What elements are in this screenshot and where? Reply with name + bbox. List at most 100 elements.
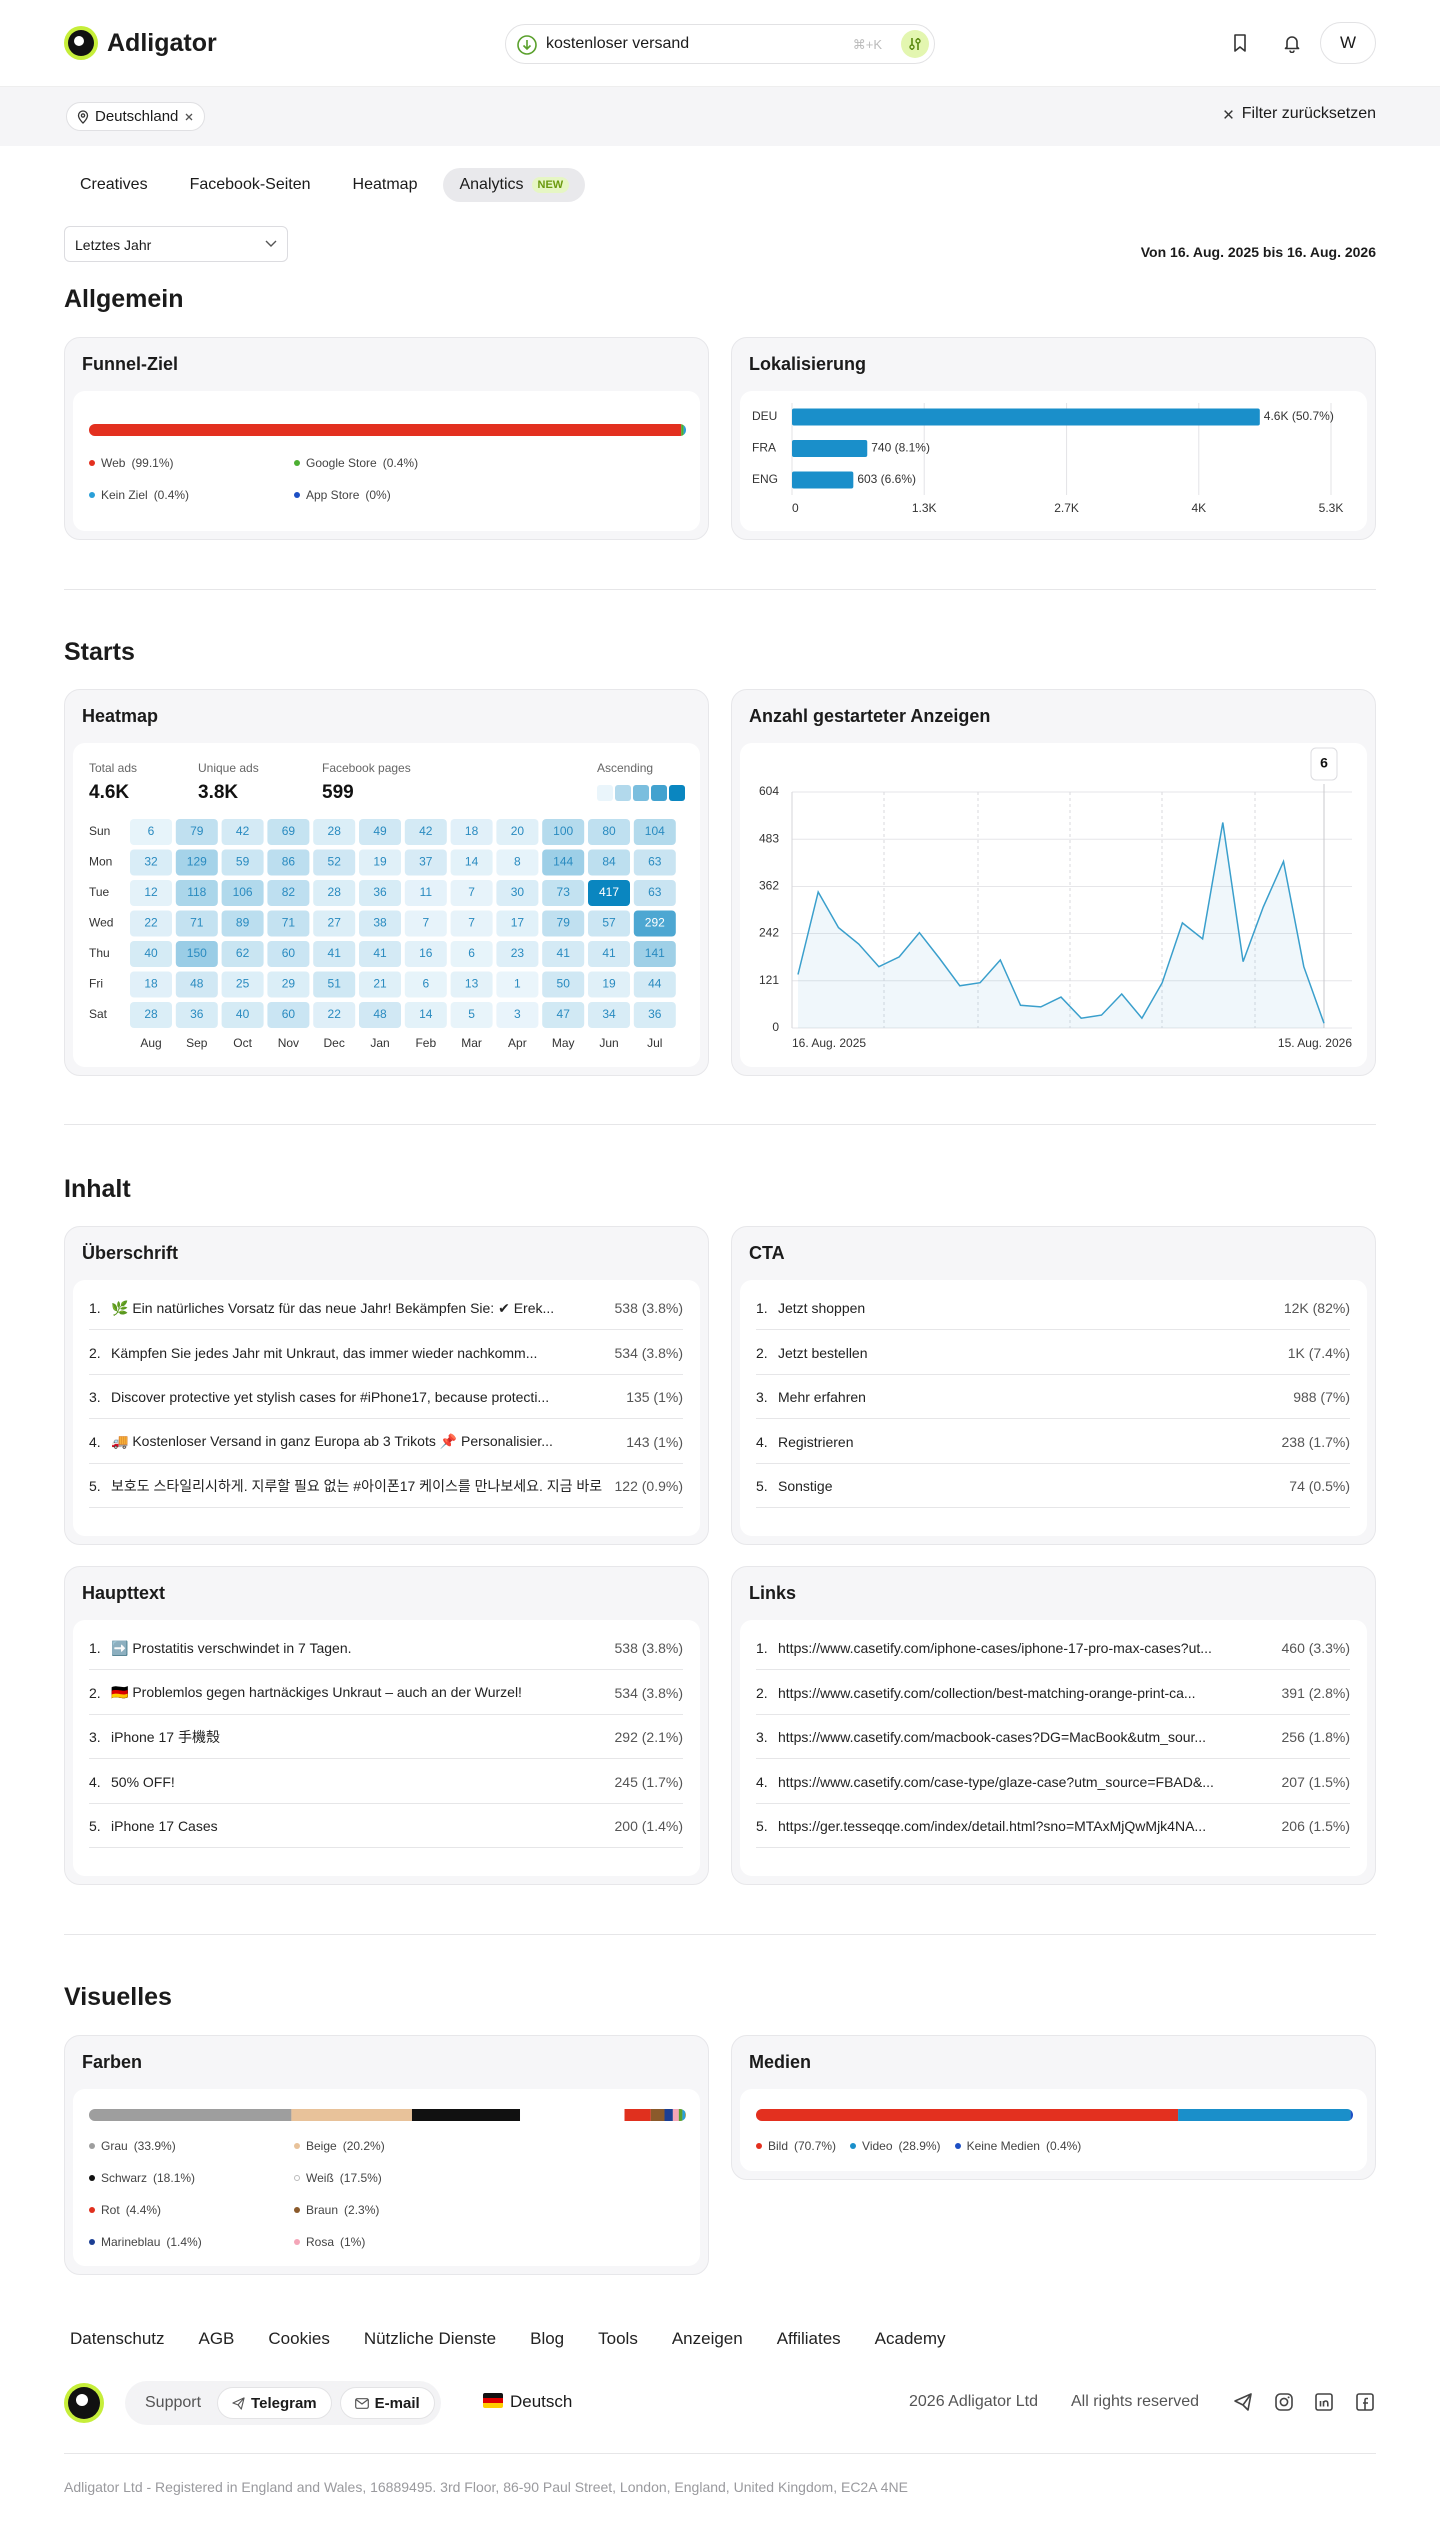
cell-label: 1: [514, 977, 521, 991]
cell-label: 19: [373, 855, 387, 869]
footer-link[interactable]: Datenschutz: [70, 2329, 165, 2348]
list-text: https://www.casetify.com/collection/best…: [778, 1684, 1196, 1701]
heatmap-cell: [313, 941, 356, 967]
cell-label: 17: [511, 916, 525, 930]
list-separator: [756, 1713, 1350, 1715]
list-text: https://www.casetify.com/iphone-cases/ip…: [778, 1640, 1212, 1656]
y-tick-label: 362: [759, 879, 779, 893]
bell-icon[interactable]: [1282, 33, 1302, 53]
legend-item: Grau (33.9%): [89, 2138, 294, 2154]
bookmark-icon[interactable]: [1230, 33, 1250, 53]
email-icon: [354, 2397, 369, 2409]
stat-label: Unique ads: [198, 761, 259, 775]
cell-label: 79: [557, 916, 571, 930]
legend-dot: [89, 460, 95, 466]
footer-link[interactable]: Tools: [598, 2329, 638, 2348]
card-title: Überschrift: [82, 1243, 179, 1263]
divider: [64, 589, 1376, 590]
avatar[interactable]: W: [1320, 22, 1376, 64]
heatmap-cell: [542, 819, 585, 845]
footer-link[interactable]: Blog: [530, 2329, 565, 2348]
footer-link[interactable]: AGB: [198, 2329, 235, 2348]
x-tick-label: 4K: [1191, 501, 1206, 515]
section-title: Visuelles: [64, 1983, 172, 2011]
list-separator: [89, 1373, 683, 1375]
list-row: 4. 🚚 Kostenloser Versand in ganz Europa a…: [89, 1431, 683, 1453]
instagram-icon[interactable]: [1274, 2392, 1294, 2412]
list-text: 🌿 Ein natürliches Vorsatz für das neue J…: [111, 1299, 555, 1316]
heatmap-cell: [588, 910, 630, 937]
legend-value: (17.5%): [339, 2171, 382, 2185]
legend-name: Braun: [306, 2203, 339, 2217]
y-tick-label: 0: [772, 1020, 779, 1034]
list-separator: [89, 1802, 683, 1804]
footer-link[interactable]: Nützliche Dienste: [363, 2329, 497, 2348]
list-row: 5. https://ger.tesseqqe.com/index/detail.…: [756, 1815, 1350, 1837]
heatmap-cell: [450, 849, 493, 876]
telegram-button[interactable]: Telegram: [217, 2387, 332, 2419]
reset-filters[interactable]: Filter zurücksetzen: [1223, 105, 1376, 123]
list-row: 3. Mehr erfahren 988 (7%): [756, 1386, 1350, 1408]
list-count: 12K (82%): [1283, 1300, 1350, 1316]
footer-link[interactable]: Affiliates: [776, 2329, 841, 2348]
search-icon: [517, 35, 537, 55]
legend-name: Google Store: [306, 456, 377, 470]
list-text: 🚚 Kostenloser Versand in ganz Europa ab …: [111, 1433, 553, 1449]
list-count: 538 (3.8%): [614, 1640, 683, 1656]
row-label: Thu: [89, 946, 110, 960]
tab[interactable]: Facebook-Seiten: [189, 176, 311, 193]
logo-text[interactable]: Adligator: [107, 29, 217, 57]
logo-icon[interactable]: [64, 26, 98, 60]
legend-label: Ascending: [597, 761, 653, 775]
list-separator: [89, 1462, 683, 1464]
column-label: Feb: [415, 1036, 436, 1050]
list-count: 245 (1.7%): [614, 1773, 683, 1790]
cell-label: 30: [511, 885, 525, 899]
bar-segment: [624, 2109, 651, 2121]
list-count: 143 (1%): [626, 1433, 683, 1450]
search-box[interactable]: kostenloser versand ⌘+K: [505, 24, 935, 64]
heatmap-cell: [542, 910, 585, 937]
heatmap-cell: [221, 941, 264, 967]
heatmap-cell: [313, 971, 356, 998]
country-chip[interactable]: Deutschland: [66, 102, 206, 131]
legend-dot: [89, 2143, 95, 2149]
heatmap-cell: [130, 849, 172, 876]
legend-item: App Store (0%): [294, 487, 499, 503]
tab[interactable]: Creatives: [80, 176, 148, 193]
footer-link[interactable]: Anzeigen: [671, 2329, 743, 2348]
filter-button[interactable]: [901, 30, 929, 58]
tab[interactable]: Heatmap: [352, 176, 418, 193]
footer-link[interactable]: Cookies: [268, 2329, 330, 2348]
telegram-social-icon[interactable]: [1233, 2392, 1253, 2412]
row-label: Mon: [89, 855, 112, 869]
list-count: 460 (3.3%): [1281, 1640, 1350, 1656]
heatmap-cell: [588, 849, 630, 876]
email-button[interactable]: E-mail: [339, 2387, 435, 2419]
list-count: 292 (2.1%): [614, 1729, 683, 1745]
period-select[interactable]: Letztes Jahr: [64, 226, 288, 262]
heatmap-cell: [588, 971, 630, 998]
cell-label: 8: [514, 855, 521, 869]
heatmap-cell: [404, 910, 447, 937]
list-separator: [756, 1758, 1350, 1759]
chip-remove[interactable]: [184, 112, 194, 122]
cell-label: 84: [602, 855, 616, 869]
tooltip-value: 6: [1320, 755, 1328, 771]
linkedin-icon[interactable]: [1314, 2392, 1334, 2412]
row-label: Tue: [89, 885, 110, 899]
heatmap-cell: [175, 819, 218, 845]
facebook-icon[interactable]: [1355, 2392, 1375, 2412]
heatmap-cell: [496, 1002, 539, 1028]
legend-dot: [294, 2207, 300, 2213]
list-row: 2. https://www.casetify.com/collection/be…: [756, 1682, 1350, 1704]
footer-link[interactable]: Academy: [874, 2329, 946, 2348]
cell-label: 20: [511, 824, 525, 838]
cell-label: 37: [419, 855, 433, 869]
language-selector[interactable]: Deutsch: [510, 2392, 573, 2411]
footer-logo[interactable]: [64, 2383, 104, 2423]
tab[interactable]: Analytics NEW: [443, 168, 586, 202]
reset-icon: [1223, 109, 1233, 119]
list-separator: [89, 1758, 683, 1759]
